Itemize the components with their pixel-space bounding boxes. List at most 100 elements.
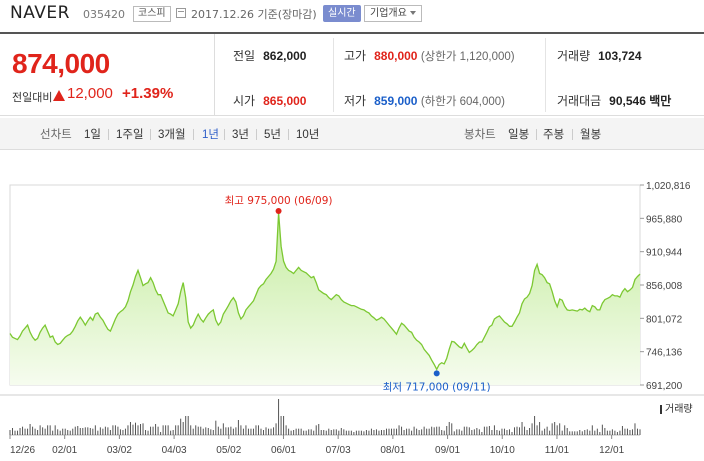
volume-bar [438,426,440,435]
volume-bar [503,428,505,435]
volume-bar [49,425,51,435]
volume-bar [142,423,144,435]
volume-legend-label: 거래량 [665,404,693,415]
price-chart: 1,020,816 965,880 910,944 856,008 801,072 746… [0,181,704,456]
tab-10year[interactable]: 10년 [296,129,320,141]
divider [150,129,151,140]
volume-bar [293,430,295,435]
volume-bar [370,428,372,435]
tab-1day[interactable]: 1일 [84,129,101,141]
volume-bar [368,430,370,435]
volume-bar [132,424,134,435]
min-point-marker [433,370,440,377]
volume-bar [521,422,523,435]
tab-1week[interactable]: 1주일 [116,129,144,141]
volume-bar [187,416,189,435]
volume-bar [486,426,488,435]
tab-daily-candle[interactable]: 일봉 [508,129,530,141]
volume-bar [456,429,458,435]
x-tick-label: 07/03 [326,445,351,456]
volume-bar [185,416,187,435]
volume-bar [373,430,375,435]
x-tick-label: 04/03 [162,445,187,456]
lower-limit: (하한가 604,000) [420,96,505,108]
volume-bar [37,430,39,435]
open-label: 시가 [233,94,256,108]
volume-bar [534,416,536,435]
volume-bar [408,428,410,435]
volume-bar [330,430,332,435]
volume-bar [461,430,463,435]
tab-3month[interactable]: 3개월 [158,129,186,141]
x-tick-label: 12/26 [10,445,35,456]
volume-bar [260,428,262,435]
high-value: 880,000 [374,49,418,63]
volume-bar [401,426,403,435]
divider [108,129,109,140]
volume-bar [413,426,415,435]
divider [193,129,194,140]
volume-bar [554,422,556,435]
volume-bar [285,425,287,435]
volume-bar [421,429,423,435]
volume-bar [89,428,91,435]
tab-monthly-candle[interactable]: 월봉 [580,129,602,141]
price-summary: 874,000 전일대비 12,000 +1.39% 전일 862,000 고가 8… [0,32,704,116]
volume-bar [478,429,480,435]
volume-bar [574,431,576,435]
current-price-panel: 874,000 전일대비 12,000 +1.39% [0,34,215,116]
volume-bar [59,430,61,435]
tab-weekly-candle[interactable]: 주봉 [543,129,565,141]
x-tick-label: 11/01 [545,445,570,456]
volume-bar [328,428,330,435]
volume-bar [619,430,621,435]
volume-bar [576,431,578,435]
stock-name: NAVER [10,3,70,23]
volume-bars [9,399,641,435]
volume-bar [227,427,229,435]
divider [256,129,257,140]
tab-5year[interactable]: 5년 [264,129,281,141]
volume-bar [441,430,443,435]
volume-bar [107,427,109,435]
chart-period-tabs: 선차트 1일 1주일 3개월 1년 3년 5년 10년 봉차트 일봉 주봉 월봉 [0,118,704,150]
divider [333,38,334,112]
volume-bar [305,430,307,435]
y-tick-label: 1,020,816 [646,181,691,192]
prev-close: 전일 862,000 [233,47,306,64]
volume-bar [82,428,84,435]
volume-bar [177,425,179,435]
volume-bar [524,426,526,435]
volume-bar [225,427,227,435]
volume-bar [165,425,167,435]
volume-bar [195,425,197,435]
stock-code: 035420 [83,8,125,21]
volume-bar [157,426,159,435]
volume-bar [569,431,571,435]
volume-bar [571,431,573,435]
divider [545,38,546,112]
volume-bar [32,426,34,435]
trade-value-label: 거래대금 [557,94,602,108]
volume-bar [629,430,631,435]
x-tick-label: 08/01 [380,445,405,456]
x-tick-label: 06/01 [271,445,296,456]
tab-3year[interactable]: 3년 [232,129,249,141]
corp-overview-dropdown[interactable]: 기업개요 [364,5,422,22]
volume-bar [519,427,521,435]
volume-bar [426,428,428,435]
volume-bar [466,426,468,435]
chevron-down-icon [409,11,416,15]
volume-bar [34,428,36,435]
volume-bar [192,428,194,435]
line-chart-group-label: 선차트 [40,129,72,141]
volume-bar [380,430,382,435]
volume-bar [112,425,114,435]
y-tick-label: 856,008 [646,281,683,292]
volume-bar [606,430,608,435]
volume-bar [340,428,342,435]
volume-bar [242,428,244,435]
tab-1year[interactable]: 1년 [202,129,219,141]
volume-bar [162,425,164,435]
realtime-button[interactable]: 실시간 [323,5,361,22]
